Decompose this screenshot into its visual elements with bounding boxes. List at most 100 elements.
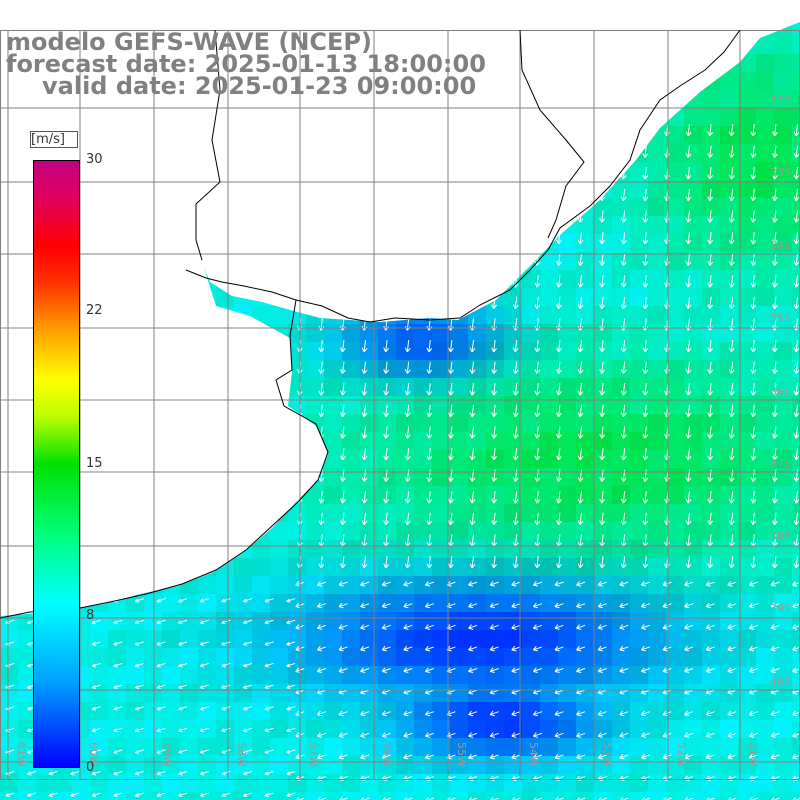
- wind-arrow: [383, 339, 390, 353]
- wind-speed-cell: [252, 738, 271, 757]
- wind-arrow: [243, 749, 253, 754]
- wind-speed-cell: [0, 702, 19, 721]
- wind-speed-cell: [540, 432, 559, 451]
- wind-speed-cell: [540, 612, 559, 631]
- wind-speed-cell: [450, 774, 469, 793]
- wind-speed-cell: [504, 414, 523, 433]
- wind-speed-cell: [648, 306, 667, 325]
- wind-arrow: [426, 339, 433, 353]
- wind-speed-cell: [648, 612, 667, 631]
- wind-speed-cell: [774, 504, 793, 523]
- wind-speed-cell: [540, 702, 559, 721]
- wind-speed-cell: [342, 756, 361, 775]
- wind-arrow: [338, 710, 348, 717]
- wind-speed-cell: [216, 720, 235, 739]
- wind-speed-cell: [630, 756, 649, 775]
- wind-arrow: [199, 792, 209, 798]
- wind-speed-cell: [414, 396, 433, 415]
- wind-speed-cell: [126, 774, 145, 793]
- wind-arrow: [619, 581, 629, 587]
- wind-arrow: [264, 641, 274, 646]
- wind-arrow: [48, 770, 58, 776]
- wind-speed-cell: [576, 504, 595, 523]
- wind-speed-cell: [594, 576, 613, 595]
- wind-arrow: [511, 645, 521, 652]
- title-forecast-date: forecast date: 2025-01-13 18:00:00: [6, 50, 486, 78]
- wind-speed-cell: [0, 756, 19, 775]
- wind-speed-cell: [468, 630, 487, 649]
- wind-speed-cell: [756, 720, 775, 739]
- wind-arrow: [642, 404, 649, 418]
- wind-speed-cell: [378, 450, 397, 469]
- wind-speed-cell: [396, 468, 415, 487]
- wind-arrow: [727, 732, 737, 738]
- wind-arrow: [340, 512, 346, 526]
- wind-speed-cell: [180, 702, 199, 721]
- wind-speed-cell: [612, 522, 631, 541]
- wind-speed-cell: [756, 504, 775, 523]
- wind-speed-cell: [792, 612, 800, 631]
- wind-speed-cell: [432, 774, 451, 793]
- wind-speed-cell: [576, 684, 595, 703]
- wind-speed-cell: [360, 396, 379, 415]
- wind-arrow: [793, 253, 800, 266]
- wind-speed-cell: [774, 522, 793, 541]
- wind-arrow: [91, 662, 101, 668]
- wind-speed-cell: [630, 198, 649, 217]
- wind-arrow: [91, 727, 101, 733]
- wind-speed-cell: [162, 720, 181, 739]
- wind-speed-cell: [756, 594, 775, 613]
- wind-arrow: [221, 727, 231, 733]
- wind-arrow: [727, 581, 737, 587]
- wind-speed-cell: [396, 756, 415, 775]
- wind-speed-cell: [792, 306, 800, 325]
- wind-speed-cell: [648, 198, 667, 217]
- wind-arrow: [772, 491, 778, 504]
- wind-arrow: [91, 641, 101, 646]
- wind-speed-cell: [360, 486, 379, 505]
- wind-speed-cell: [396, 342, 415, 361]
- wind-speed-cell: [702, 576, 721, 595]
- wind-speed-cell: [612, 738, 631, 757]
- wind-speed-cell: [522, 558, 541, 577]
- wind-speed-cell: [270, 540, 289, 559]
- wind-speed-cell: [540, 342, 559, 361]
- wind-speed-cell: [720, 378, 739, 397]
- wind-speed-cell: [558, 648, 577, 667]
- wind-arrow: [199, 706, 209, 711]
- wind-speed-cell: [756, 126, 775, 145]
- wind-speed-cell: [342, 702, 361, 721]
- wind-speed-cell: [378, 414, 397, 433]
- wind-speed-cell: [288, 774, 307, 793]
- wind-speed-cell: [594, 630, 613, 649]
- wind-speed-cell: [504, 648, 523, 667]
- wind-arrow: [491, 512, 498, 526]
- wind-arrow: [599, 361, 606, 374]
- wind-arrow: [91, 792, 101, 798]
- wind-arrow: [793, 512, 800, 526]
- wind-arrow: [750, 145, 757, 158]
- wind-speed-cell: [468, 360, 487, 379]
- wind-speed-cell: [450, 702, 469, 721]
- wind-speed-cell: [504, 288, 523, 307]
- wind-speed-cell: [144, 702, 163, 721]
- wind-arrow: [534, 491, 541, 504]
- wind-speed-cell: [288, 360, 307, 379]
- wind-speed-cell: [432, 396, 451, 415]
- wind-speed-cell: [234, 558, 253, 577]
- wind-speed-cell: [612, 216, 631, 235]
- wind-speed-cell: [792, 720, 800, 739]
- wind-arrow: [772, 555, 778, 569]
- wind-speed-cell: [540, 414, 559, 433]
- wind-arrow: [221, 706, 231, 711]
- wind-speed-cell: [234, 612, 253, 631]
- wind-speed-cell: [558, 558, 577, 577]
- wind-speed-cell: [576, 234, 595, 253]
- wind-speed-cell: [720, 540, 739, 559]
- wind-speed-cell: [666, 324, 685, 343]
- wind-speed-cell: [342, 504, 361, 523]
- wind-speed-cell: [702, 432, 721, 451]
- title-valid-date: valid date: 2025-01-23 09:00:00: [42, 72, 477, 100]
- wind-speed-cell: [234, 684, 253, 703]
- wind-speed-cell: [522, 756, 541, 775]
